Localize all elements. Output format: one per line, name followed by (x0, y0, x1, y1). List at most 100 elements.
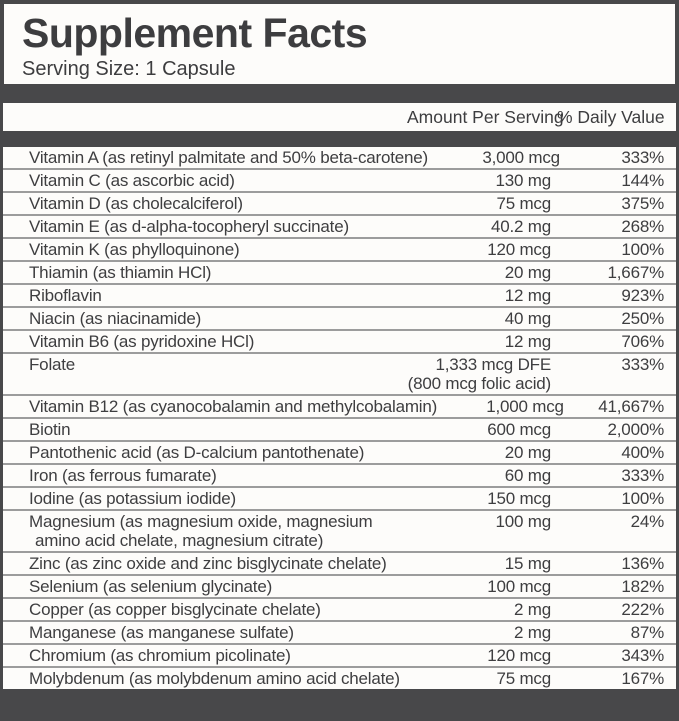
daily-value: 250% (621, 309, 664, 328)
amount-cell: 75 mcg (407, 669, 557, 688)
nutrient-name: Zinc (as zinc oxide and zinc bisglycinat… (29, 554, 387, 573)
serving-size: Serving Size: 1 Capsule (22, 58, 236, 80)
nutrient-name: Riboflavin (29, 286, 102, 305)
table-row: Vitamin A (as retinyl palmitate and 50% … (3, 147, 676, 170)
daily-value: 1,667% (607, 263, 665, 282)
nutrient-name-cell: Vitamin E (as d-alpha-tocopheryl succina… (3, 217, 407, 236)
amount-value: 15 mg (504, 554, 551, 573)
amount-value: 120 mcg (487, 240, 551, 259)
table-row: Manganese (as manganese sulfate) 2 mg 87% (3, 622, 676, 645)
amount-cell: 120 mcg (407, 646, 557, 665)
daily-value: 706% (621, 332, 664, 351)
amount-value: 130 mg (495, 171, 551, 190)
facts-table: Vitamin A (as retinyl palmitate and 50% … (0, 147, 679, 689)
nutrient-name-cell: Folate (3, 355, 407, 374)
table-row: Vitamin B6 (as pyridoxine HCl) 12 mg 706% (3, 331, 676, 354)
table-row: Biotin 600 mcg 2,000% (3, 419, 676, 442)
nutrient-name-cell: Pantothenic acid (as D-calcium pantothen… (3, 443, 407, 462)
amount-cell: 130 mg (407, 171, 557, 190)
amount-cell: 120 mcg (407, 240, 557, 259)
table-row: Chromium (as chromium picolinate) 120 mcg… (3, 645, 676, 668)
amount-value: 150 mcg (487, 489, 551, 508)
amount-cell: 2 mg (407, 623, 557, 642)
nutrient-name: Vitamin C (as ascorbic acid) (29, 171, 235, 190)
amount-cell: 40.2 mg (407, 217, 557, 236)
nutrient-name: Selenium (as selenium glycinate) (29, 577, 273, 596)
daily-value: 100% (621, 240, 664, 259)
daily-value: 144% (621, 171, 664, 190)
amount-cell: 75 mcg (407, 194, 557, 213)
amount-cell: 12 mg (407, 332, 557, 351)
amount-value: 100 mg (495, 512, 551, 531)
nutrient-name-cell: Vitamin A (as retinyl palmitate and 50% … (3, 148, 428, 167)
amount-cell: 20 mg (407, 263, 557, 282)
amount-value: 75 mcg (496, 669, 551, 688)
nutrient-name: Iodine (as potassium iodide) (29, 489, 237, 508)
amount-cell: 1,000 mcg (437, 397, 570, 416)
daily-value: 333% (621, 466, 664, 485)
daily-value: 136% (621, 554, 664, 573)
nutrient-name: Vitamin B12 (as cyanocobalamin and methy… (29, 397, 438, 416)
table-row: Vitamin K (as phylloquinone) 120 mcg 100% (3, 239, 676, 262)
amount-cell: 12 mg (407, 286, 557, 305)
table-row: Niacin (as niacinamide) 40 mg 250% (3, 308, 676, 331)
amount-cell: 600 mcg (407, 420, 557, 439)
amount-per-serving-header: Amount Per Serving (407, 106, 564, 127)
amount-cell: 100 mcg (407, 577, 557, 596)
nutrient-name-cell: Magnesium (as magnesium oxide, magnesium… (3, 512, 407, 550)
amount-value: 2 mg (514, 600, 551, 619)
amount-value: 120 mcg (487, 646, 551, 665)
divider-bar-header (0, 131, 679, 147)
column-header-row: Amount Per Serving % Daily Value (0, 103, 679, 131)
nutrient-name-cell: Molybdenum (as molybdenum amino acid che… (3, 669, 407, 688)
amount-cell: 100 mg (407, 512, 557, 531)
amount-value: 100 mcg (487, 577, 551, 596)
amount-value-line2: (800 mcg folic acid) (407, 374, 552, 393)
daily-value: 333% (621, 148, 664, 167)
amount-value: 20 mg (504, 263, 551, 282)
daily-value: 24% (630, 512, 665, 531)
nutrient-name-cell: Thiamin (as thiamin HCl) (3, 263, 407, 282)
nutrient-name-cell: Manganese (as manganese sulfate) (3, 623, 407, 642)
nutrient-name-cell: Vitamin B6 (as pyridoxine HCl) (3, 332, 407, 351)
nutrient-name: Magnesium (as magnesium oxide, magnesium (29, 512, 373, 531)
nutrient-name-cell: Niacin (as niacinamide) (3, 309, 407, 328)
table-row: Iodine (as potassium iodide) 150 mcg 100% (3, 488, 676, 511)
nutrient-name: Vitamin K (as phylloquinone) (29, 240, 240, 259)
amount-value: 12 mg (504, 332, 551, 351)
daily-value: 400% (621, 443, 664, 462)
amount-cell: 1,333 mcg DFE (800 mcg folic acid) (407, 355, 557, 393)
amount-cell: 150 mcg (407, 489, 557, 508)
daily-value: 923% (621, 286, 664, 305)
amount-value: 1,333 mcg DFE (435, 355, 551, 374)
amount-cell: 15 mg (407, 554, 557, 573)
label-title: Supplement Facts (22, 10, 368, 56)
amount-value: 75 mcg (496, 194, 551, 213)
nutrient-name: Folate (29, 355, 76, 374)
nutrient-name-cell: Vitamin D (as cholecalciferol) (3, 194, 407, 213)
nutrient-name: Copper (as copper bisglycinate chelate) (29, 600, 321, 619)
daily-value: 182% (621, 577, 664, 596)
table-row: Vitamin C (as ascorbic acid) 130 mg 144% (3, 170, 676, 193)
daily-value: 343% (621, 646, 664, 665)
nutrient-name-cell: Copper (as copper bisglycinate chelate) (3, 600, 407, 619)
daily-value: 167% (621, 669, 664, 688)
nutrient-name: Vitamin D (as cholecalciferol) (29, 194, 243, 213)
divider-bar-top (0, 84, 679, 103)
title-section: Supplement Facts Serving Size: 1 Capsule (0, 0, 679, 84)
nutrient-name-cell: Vitamin B12 (as cyanocobalamin and methy… (3, 397, 437, 416)
table-row: Iron (as ferrous fumarate) 60 mg 333% (3, 465, 676, 488)
amount-value: 600 mcg (487, 420, 551, 439)
nutrient-name-cell: Iodine (as potassium iodide) (3, 489, 407, 508)
table-row: Molybdenum (as molybdenum amino acid che… (3, 668, 676, 689)
daily-value: 100% (621, 489, 664, 508)
table-row: Riboflavin 12 mg 923% (3, 285, 676, 308)
nutrient-name-cell: Riboflavin (3, 286, 407, 305)
table-row: Pantothenic acid (as D-calcium pantothen… (3, 442, 676, 465)
table-row: Folate 1,333 mcg DFE (800 mcg folic acid) 3… (3, 354, 676, 396)
amount-value: 40.2 mg (490, 217, 551, 236)
daily-value: 222% (621, 600, 664, 619)
table-row: Magnesium (as magnesium oxide, magnesium… (3, 511, 676, 553)
daily-value: 41,667% (598, 397, 664, 416)
